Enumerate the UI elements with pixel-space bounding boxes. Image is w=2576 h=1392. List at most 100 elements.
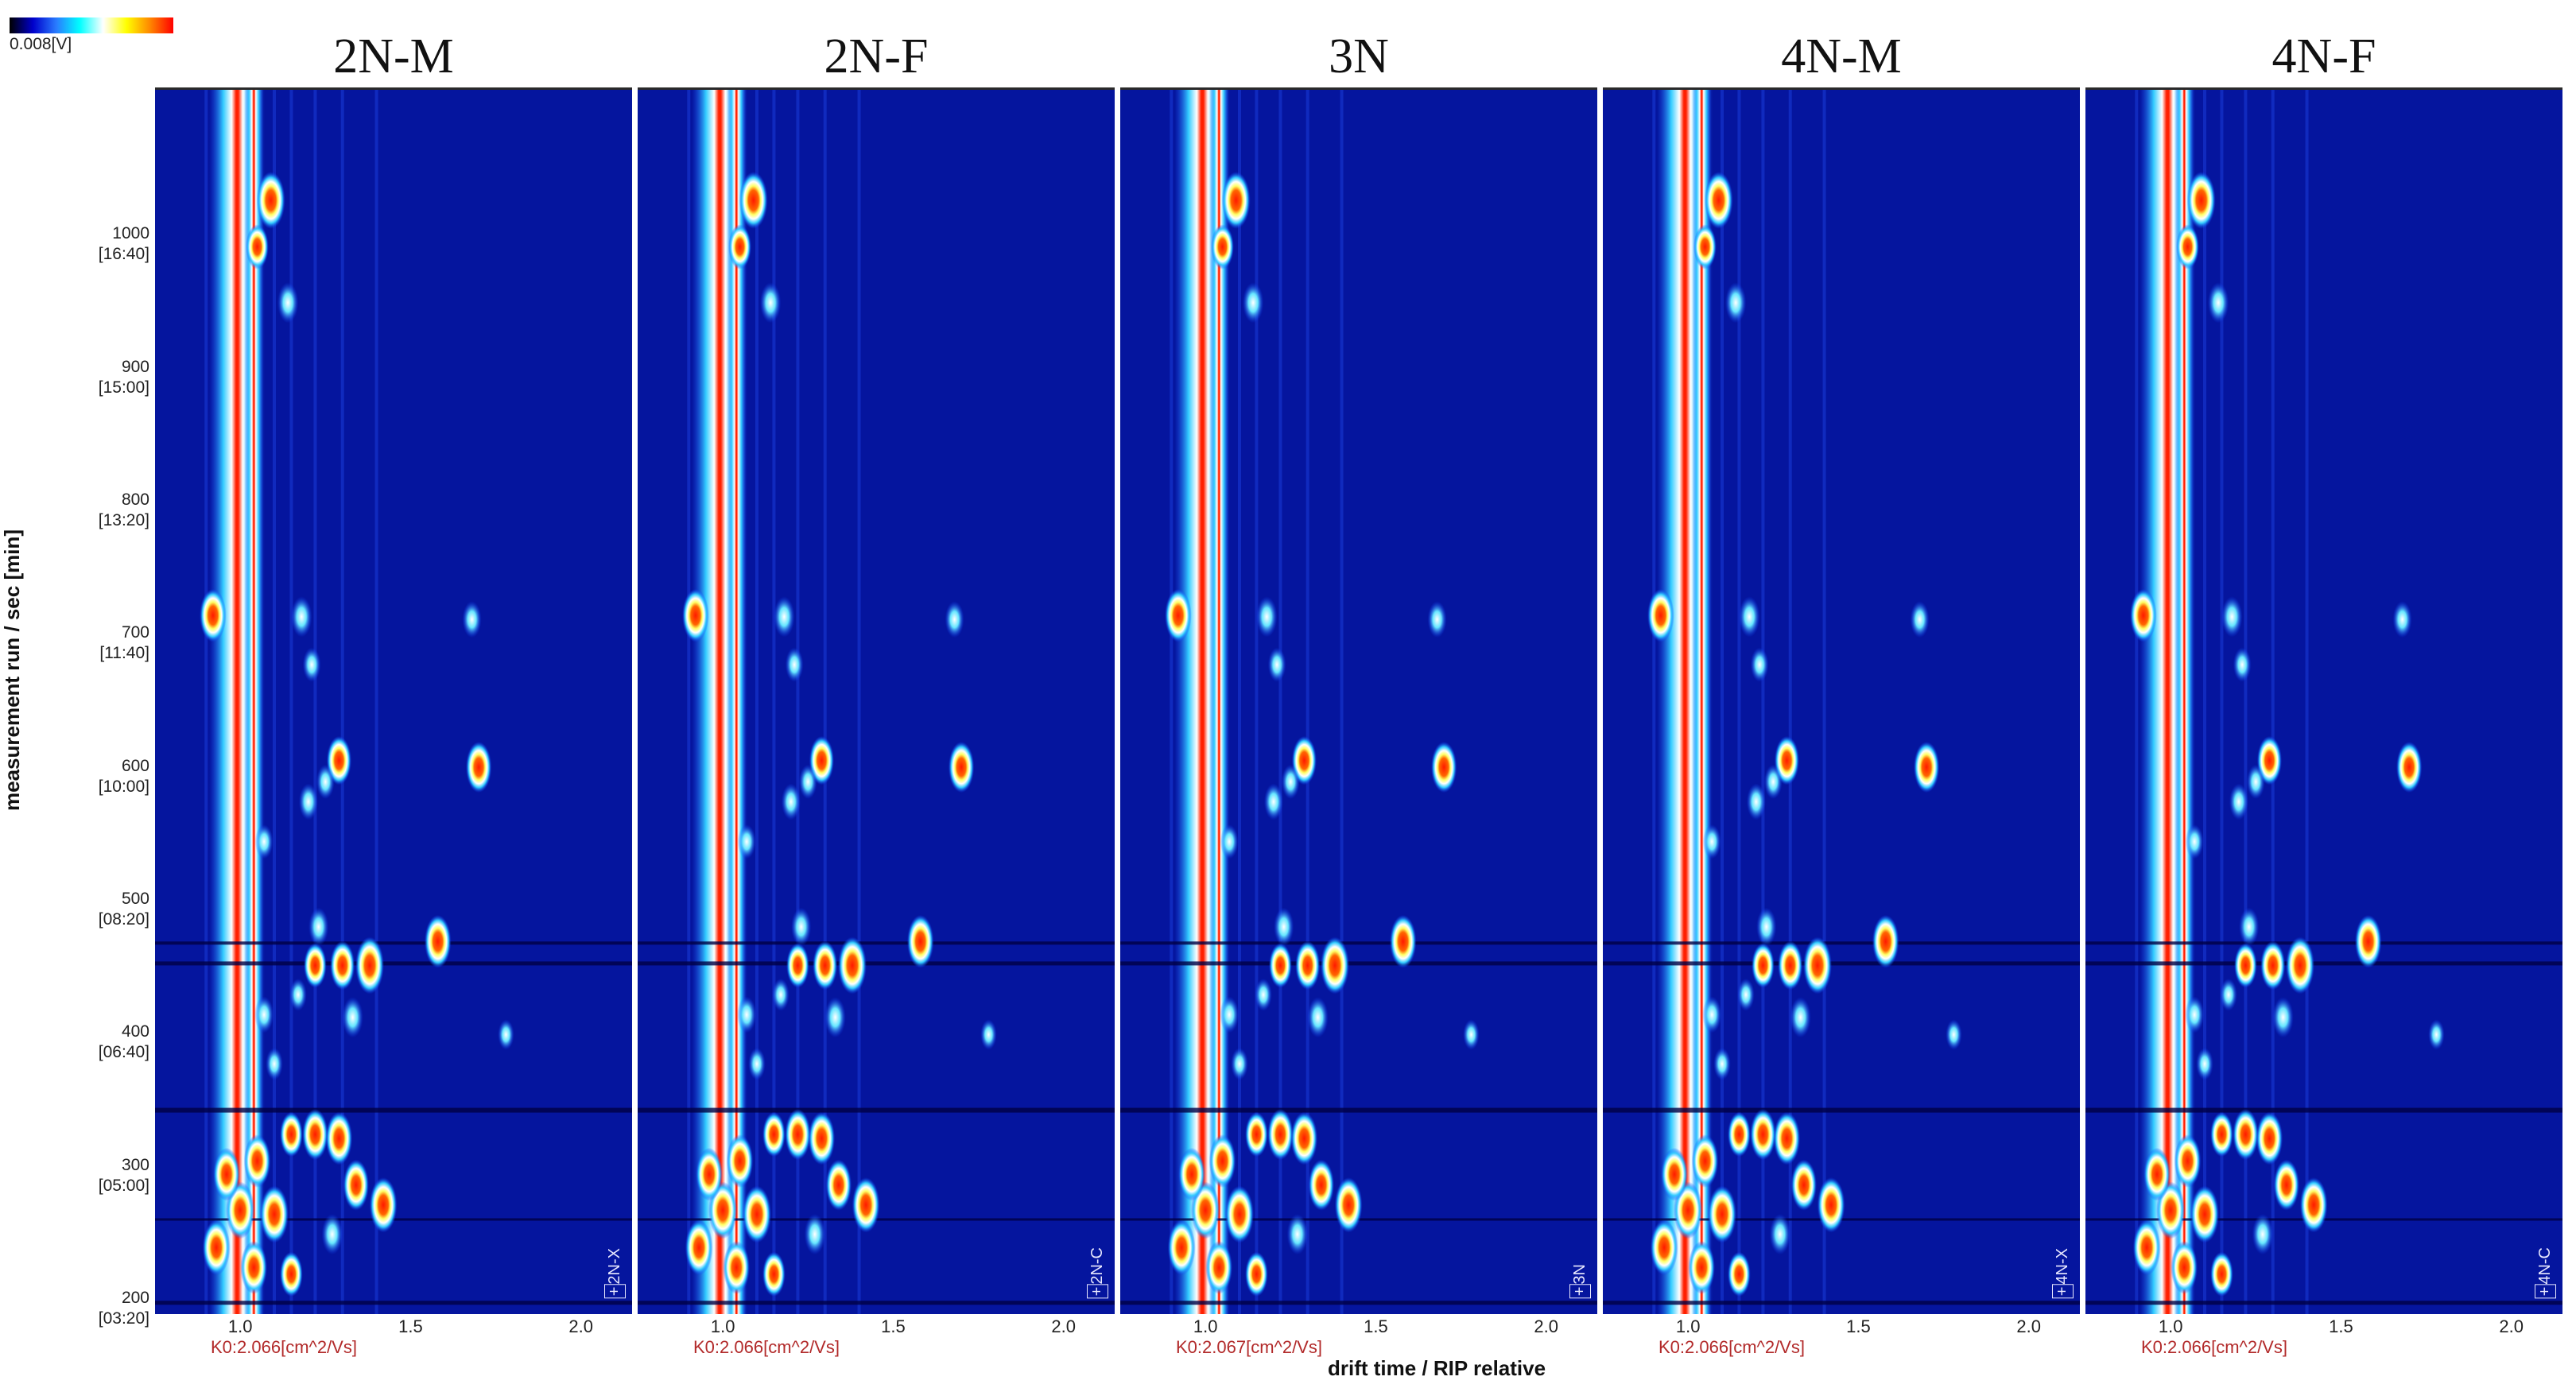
- baseline-gap: [1603, 1107, 2080, 1113]
- heatmap-plot: [1120, 90, 1597, 1314]
- ion-peak: [498, 1019, 514, 1050]
- ion-peak: [1650, 1219, 1678, 1276]
- ion-peak: [685, 1219, 713, 1276]
- x-axis-label: drift time / RIP relative: [1328, 1356, 1546, 1380]
- ion-peak: [2171, 1241, 2198, 1294]
- y-tick-value: 500: [121, 890, 149, 909]
- ion-peak: [728, 224, 751, 269]
- ion-peak: [1790, 1159, 1818, 1211]
- sample-tag: +2N-C: [1087, 1247, 1108, 1301]
- ion-peak: [2221, 596, 2243, 638]
- drift-streak: [289, 90, 293, 1314]
- ion-peak: [1290, 1111, 1318, 1165]
- ion-peak: [682, 588, 709, 642]
- drift-streak: [1278, 90, 1282, 1314]
- y-tick-time: [03:20]: [98, 1309, 149, 1328]
- ion-peak: [424, 914, 452, 968]
- x-tick-label: 1.5: [1846, 1316, 1871, 1336]
- ion-peak: [256, 171, 285, 229]
- drift-streak: [2305, 90, 2309, 1314]
- ion-peak: [2176, 224, 2199, 269]
- ion-peak: [2210, 1111, 2233, 1157]
- heatmap-panel: +4N-X: [1603, 87, 2080, 1314]
- expand-icon[interactable]: +: [604, 1284, 626, 1298]
- ion-peak: [1728, 1251, 1751, 1297]
- y-tick-time: [16:40]: [98, 245, 149, 264]
- ion-peak: [1220, 996, 1240, 1033]
- sample-tag: +2N-X: [604, 1248, 626, 1301]
- expand-icon[interactable]: +: [1087, 1284, 1108, 1298]
- expand-icon[interactable]: +: [1569, 1284, 1591, 1298]
- ion-peak: [838, 936, 867, 995]
- ion-peak: [240, 1241, 268, 1294]
- drift-streak: [1737, 90, 1741, 1314]
- ion-peak: [2396, 741, 2423, 793]
- ion-peak: [785, 1108, 811, 1161]
- ion-peak: [1334, 1177, 1363, 1233]
- y-tick-label: 200 [03:20]: [94, 1288, 149, 1329]
- sample-tag: +4N-C: [2535, 1247, 2556, 1301]
- y-tick-time: [15:00]: [98, 378, 149, 397]
- baseline-gap: [2085, 961, 2562, 966]
- ion-peak: [1245, 1251, 1268, 1297]
- drift-streak: [1761, 90, 1765, 1314]
- heatmap-panel: +2N-C: [638, 87, 1115, 1314]
- ion-peak: [266, 1047, 283, 1080]
- drift-streak: [1340, 90, 1344, 1314]
- ion-peak: [2260, 940, 2286, 991]
- y-tick-label: 600 [10:00]: [94, 756, 149, 797]
- y-tick-label: 700 [11:40]: [94, 622, 149, 664]
- ion-peak: [791, 907, 812, 947]
- ion-peak: [1946, 1019, 1962, 1050]
- y-tick-label: 900 [15:00]: [94, 357, 149, 398]
- expand-icon[interactable]: +: [2535, 1284, 2556, 1298]
- ion-peak: [1430, 741, 1457, 793]
- ion-peak: [786, 943, 809, 988]
- colorbar-label: 0.008[V]: [10, 35, 72, 53]
- ion-peak: [254, 996, 274, 1033]
- drift-streak: [2203, 90, 2206, 1314]
- expand-icon[interactable]: +: [2052, 1284, 2074, 1298]
- ion-peak: [1773, 1111, 1801, 1165]
- drift-streak: [1788, 90, 1792, 1314]
- ion-peak: [1739, 596, 1760, 638]
- rip-shoulder-band: [1209, 90, 1229, 1314]
- ion-peak: [1750, 647, 1769, 682]
- ion-peak: [302, 647, 321, 682]
- ion-peak: [260, 1185, 289, 1243]
- ion-peak: [2286, 936, 2314, 995]
- ion-peak: [813, 940, 838, 991]
- ion-peak: [1756, 907, 1777, 947]
- baseline-gap: [638, 1301, 1115, 1305]
- drift-streak: [1822, 90, 1826, 1314]
- y-tick-time: [10:00]: [98, 777, 149, 796]
- ion-peak: [2207, 282, 2229, 324]
- ion-peak: [200, 588, 227, 642]
- ion-peak: [246, 224, 269, 269]
- ion-peak: [1790, 997, 1811, 1038]
- drift-streak: [2271, 90, 2275, 1314]
- drift-streak: [687, 90, 691, 1314]
- drift-streak: [1170, 90, 1174, 1314]
- ion-peak: [1910, 601, 1930, 638]
- rip-shoulder-band: [2174, 90, 2194, 1314]
- drift-streak: [1305, 90, 1309, 1314]
- k0-label: K0:2.066[cm^2/Vs]: [211, 1337, 357, 1357]
- ion-peak: [1778, 940, 1803, 991]
- x-tick-label: 2.0: [2499, 1316, 2524, 1336]
- ion-peak: [1242, 282, 1264, 324]
- ion-peak: [696, 1147, 723, 1201]
- heatmap-panel: +3N: [1120, 87, 1597, 1314]
- ion-peak: [1286, 1213, 1309, 1255]
- drift-streak: [755, 90, 758, 1314]
- ion-peak: [343, 1159, 370, 1211]
- ion-peak: [1647, 588, 1674, 642]
- drift-streak: [273, 90, 276, 1314]
- ion-peak: [1205, 1241, 1233, 1294]
- x-tick-label: 2.0: [1534, 1316, 1558, 1336]
- ion-peak: [2210, 1251, 2233, 1297]
- ion-peak: [948, 741, 975, 793]
- drift-streak: [823, 90, 827, 1314]
- heatmap-panel: +2N-X: [155, 87, 632, 1314]
- ion-peak: [2299, 1177, 2328, 1233]
